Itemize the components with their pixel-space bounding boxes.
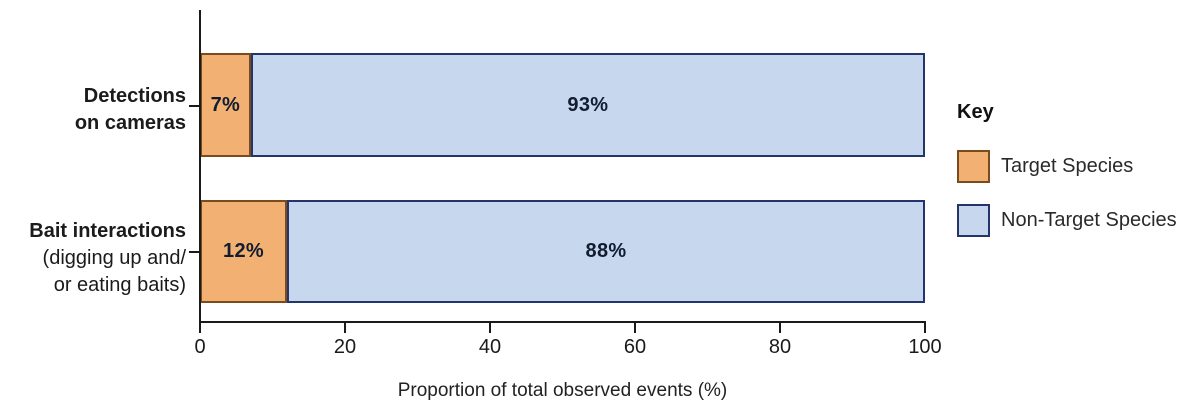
x-tick-label: 60 — [623, 336, 647, 358]
category-label: Bait interactions (digging up and/or eati… — [0, 218, 186, 299]
x-tick-label: 80 — [768, 336, 792, 358]
category-tick — [189, 251, 200, 253]
legend-item-label: Non-Target Species — [1001, 209, 1177, 231]
x-tick-label: 20 — [333, 336, 357, 358]
category-label-line: Bait interactions — [29, 219, 186, 242]
category-label-line: Detections — [83, 85, 186, 107]
x-axis-title: Proportion of total observed events (%) — [397, 380, 728, 401]
x-tick — [634, 323, 636, 333]
legend-title: Key — [957, 101, 994, 123]
bar-segment-target: 12% — [200, 200, 287, 303]
category-tick — [189, 105, 200, 107]
bar-segment-nontarget: 93% — [250, 53, 925, 157]
x-tick — [199, 323, 201, 333]
value-label: 88% — [585, 240, 627, 262]
x-tick — [344, 323, 346, 333]
x-tick-label: 40 — [478, 336, 502, 358]
category-label: Detections on cameras — [0, 83, 186, 137]
legend-item-label: Target Species — [1001, 155, 1134, 177]
bar-segment-target: 7% — [200, 53, 251, 157]
x-tick — [489, 323, 491, 333]
x-tick — [924, 323, 926, 333]
x-tick — [779, 323, 781, 333]
bar-segment-nontarget: 88% — [287, 200, 925, 303]
y-axis-line — [199, 10, 201, 323]
category-label-line: on cameras — [74, 112, 186, 134]
category-label-line: (digging up and/ — [42, 246, 186, 269]
x-axis-line — [199, 321, 926, 323]
value-label: 12% — [223, 240, 264, 262]
target-species-swatch-icon — [957, 150, 990, 183]
legend-item-nontarget: Non-Target Species — [957, 204, 1197, 237]
value-label: 7% — [210, 93, 241, 116]
legend: Key Target Species Non-Target Species — [957, 100, 1197, 237]
value-label: 93% — [567, 93, 609, 116]
nontarget-species-swatch-icon — [957, 204, 990, 237]
x-tick-label: 100 — [908, 336, 942, 358]
category-label-line: or eating baits) — [53, 273, 186, 296]
x-tick-label: 0 — [194, 336, 206, 358]
legend-item-target: Target Species — [957, 150, 1197, 183]
